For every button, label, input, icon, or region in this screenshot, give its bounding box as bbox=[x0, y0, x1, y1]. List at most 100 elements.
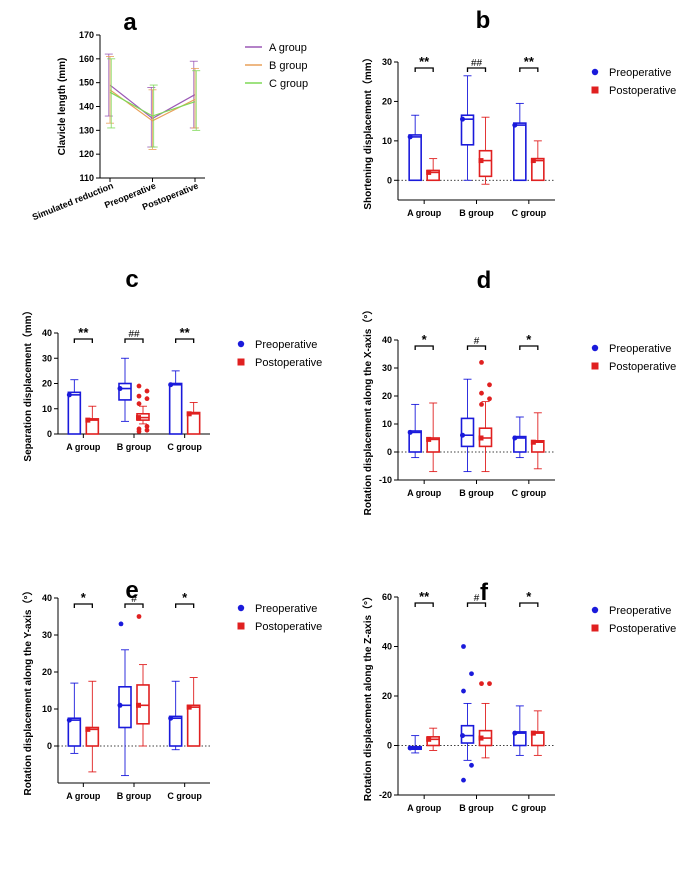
y-tick-label: 40 bbox=[42, 593, 52, 603]
significance-bracket bbox=[73, 338, 93, 343]
box bbox=[513, 435, 527, 453]
significance-label: * bbox=[81, 590, 87, 605]
outlier-point bbox=[136, 393, 142, 399]
marker bbox=[136, 702, 141, 708]
x-tick-label: A group bbox=[66, 791, 101, 801]
x-tick-label: B group bbox=[459, 803, 494, 813]
legend-label: Postoperative bbox=[609, 361, 676, 373]
y-tick-label: 0 bbox=[47, 429, 52, 439]
x-tick-label: B group bbox=[459, 488, 494, 498]
y-tick-label: 10 bbox=[382, 419, 392, 429]
panel-c: c 0 10 20 30 40 Separation displacement（mm） A g… bbox=[21, 266, 322, 462]
significance-bracket bbox=[519, 345, 539, 350]
outlier-point bbox=[136, 614, 142, 619]
significance-label: ** bbox=[419, 589, 430, 604]
marker bbox=[168, 715, 174, 721]
marker bbox=[530, 158, 536, 164]
marker bbox=[186, 704, 192, 710]
y-tick-label: 0 bbox=[47, 741, 52, 751]
x-tick-label: C group bbox=[512, 488, 547, 498]
box bbox=[513, 122, 527, 182]
marker bbox=[66, 392, 72, 398]
significance-bracket bbox=[175, 338, 195, 343]
significance-bracket bbox=[519, 602, 539, 607]
x-tick-label: A group bbox=[407, 803, 442, 813]
significance-label: * bbox=[182, 590, 188, 605]
significance-label: ## bbox=[471, 58, 483, 69]
marker bbox=[407, 134, 413, 140]
outlier-point bbox=[118, 621, 124, 627]
outlier-point bbox=[144, 388, 150, 394]
outlier-point bbox=[487, 382, 492, 388]
legend-label: Postoperative bbox=[255, 621, 322, 633]
x-tick-label: A group bbox=[407, 208, 442, 218]
legend-label: Preoperative bbox=[255, 339, 317, 351]
marker bbox=[460, 733, 465, 739]
box bbox=[426, 437, 440, 453]
panel-title-b: b bbox=[476, 7, 491, 34]
box bbox=[531, 731, 545, 747]
legend-marker bbox=[237, 604, 245, 612]
marker bbox=[512, 122, 518, 128]
x-tick-label: B group bbox=[117, 442, 152, 452]
significance-label: * bbox=[526, 589, 532, 604]
panel-e: e 0 10 20 30 40 Rotation displacement along th… bbox=[21, 577, 322, 801]
y-tick-label: 20 bbox=[42, 667, 52, 677]
marker bbox=[478, 735, 484, 741]
y-tick-label: 10 bbox=[382, 136, 392, 146]
box bbox=[186, 704, 201, 747]
panel-title-f: f bbox=[480, 579, 489, 606]
y-tick-label: 40 bbox=[42, 328, 52, 338]
box bbox=[426, 169, 440, 182]
y-tick-label: 110 bbox=[79, 173, 94, 183]
legend-label: C group bbox=[269, 78, 308, 90]
outlier-point bbox=[479, 681, 484, 687]
box bbox=[85, 418, 100, 435]
box bbox=[67, 391, 82, 435]
marker bbox=[512, 435, 518, 441]
outlier-point bbox=[136, 429, 142, 434]
y-tick-label: 130 bbox=[79, 125, 94, 135]
legend-label: Postoperative bbox=[609, 623, 676, 635]
y-tick-label: 30 bbox=[382, 57, 392, 67]
y-tick-label: 20 bbox=[382, 391, 392, 401]
box bbox=[168, 382, 183, 435]
marker bbox=[407, 745, 413, 751]
legend-marker bbox=[591, 86, 599, 94]
y-tick-label: 20 bbox=[382, 691, 392, 701]
series-line-c-group bbox=[109, 91, 196, 117]
y-tick-label: 0 bbox=[387, 447, 392, 457]
y-tick-label: 10 bbox=[42, 404, 52, 414]
y-axis-label: Rotation displacement along the Z-axis（°… bbox=[361, 591, 374, 801]
panel-title-d: d bbox=[477, 267, 492, 294]
marker bbox=[530, 439, 536, 445]
marker bbox=[426, 169, 432, 175]
x-tick-label: B group bbox=[117, 791, 152, 801]
panel-b: b 0 10 20 30 Shortening displacement（mm） A gro… bbox=[361, 7, 676, 218]
marker bbox=[117, 702, 123, 708]
y-tick-label: 10 bbox=[42, 704, 52, 714]
outlier-point bbox=[136, 401, 142, 407]
significance-bracket bbox=[414, 67, 434, 72]
panel-f: f -20 0 20 40 60 Rotation displacement along t… bbox=[361, 579, 676, 813]
box bbox=[168, 715, 183, 747]
legend-label: B group bbox=[269, 60, 308, 72]
significance-label: ** bbox=[524, 54, 535, 69]
marker bbox=[512, 730, 518, 736]
legend-marker bbox=[237, 340, 245, 348]
significance-bracket bbox=[124, 338, 144, 343]
y-tick-label: 20 bbox=[382, 96, 392, 106]
y-tick-label: 120 bbox=[79, 149, 94, 159]
box bbox=[478, 149, 493, 178]
marker bbox=[407, 429, 413, 435]
legend-label: Preoperative bbox=[255, 603, 317, 615]
box bbox=[67, 717, 82, 747]
y-tick-label: 60 bbox=[382, 592, 392, 602]
legend-marker bbox=[591, 624, 599, 632]
legend-label: A group bbox=[269, 42, 307, 54]
significance-bracket bbox=[466, 67, 487, 72]
significance-bracket bbox=[73, 603, 93, 608]
outlier-point bbox=[479, 390, 484, 396]
significance-label: # bbox=[474, 336, 480, 347]
outlier-point bbox=[136, 383, 142, 389]
